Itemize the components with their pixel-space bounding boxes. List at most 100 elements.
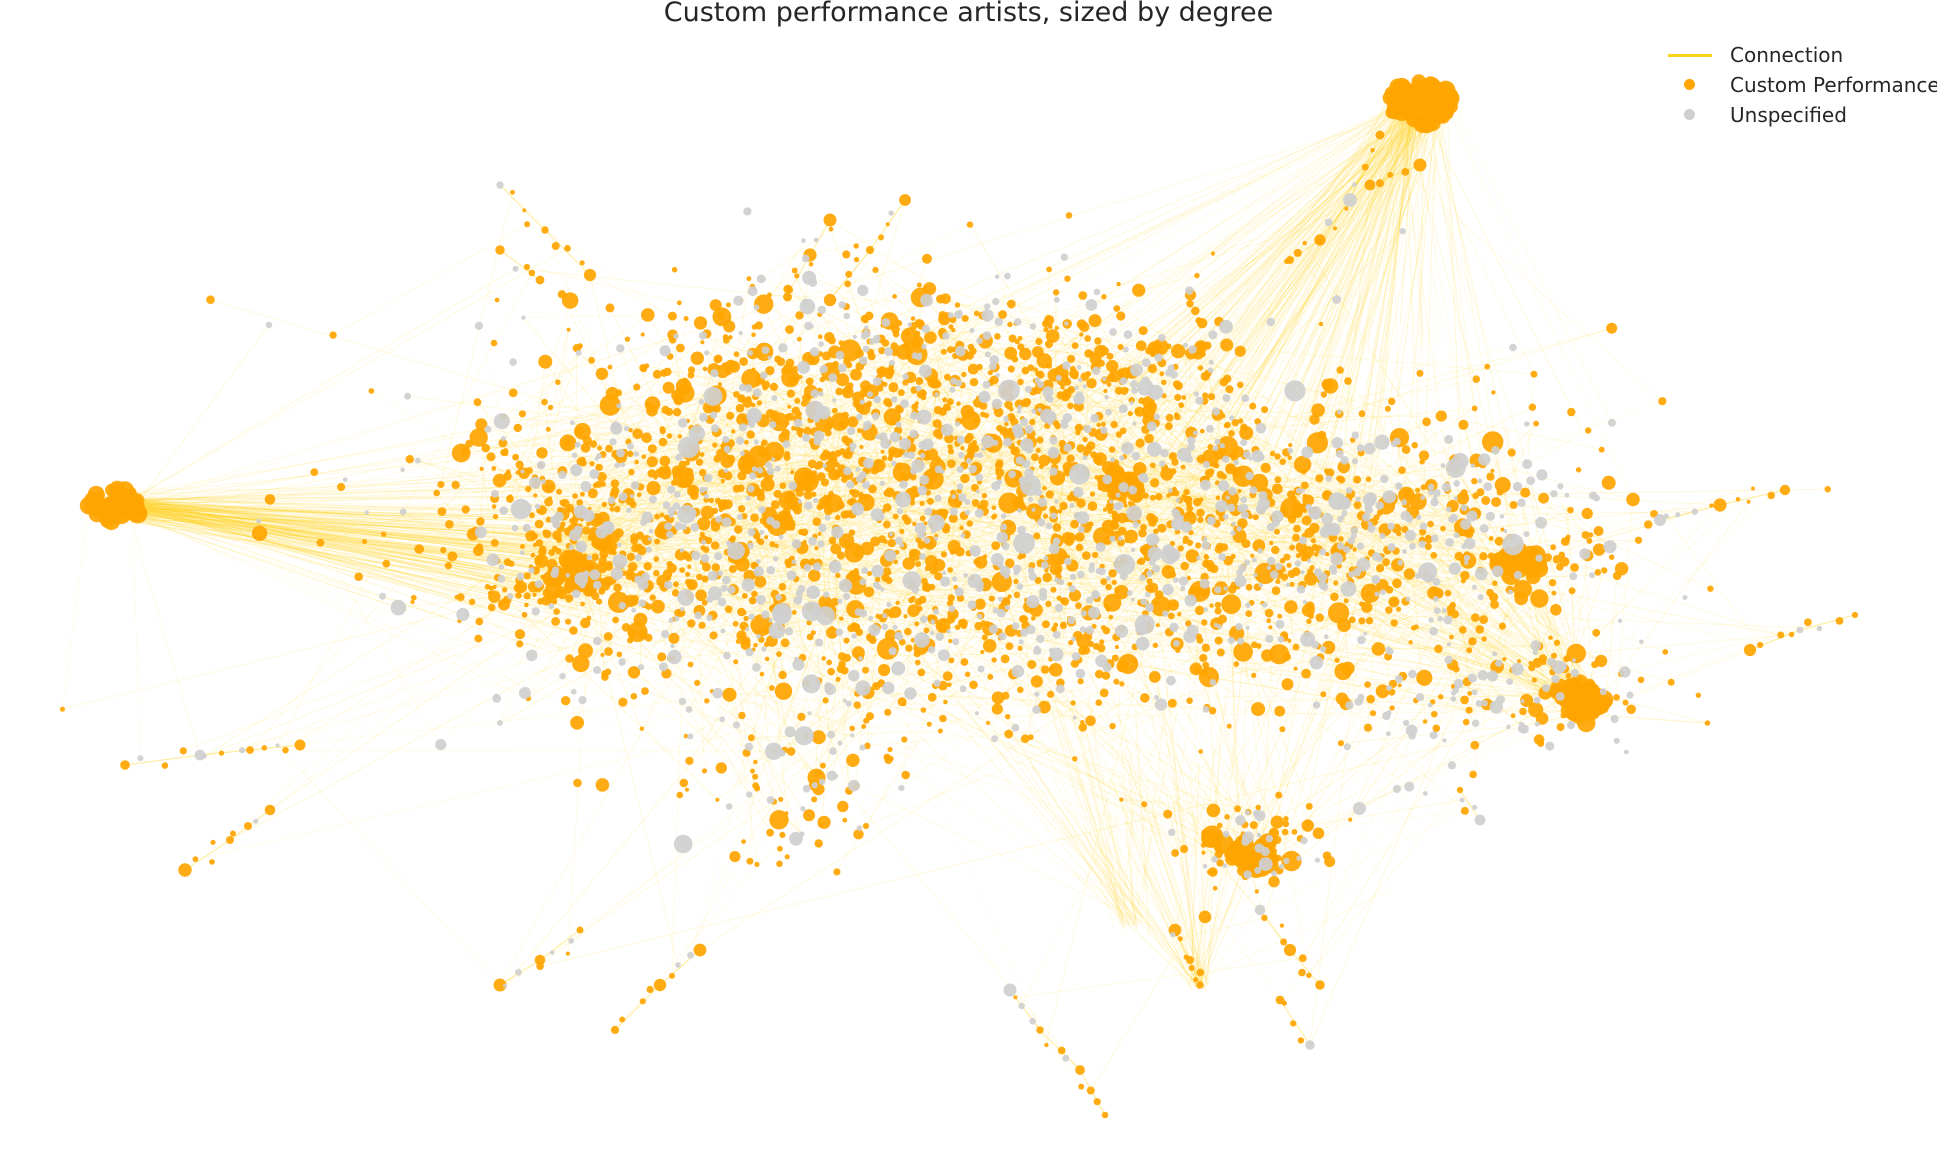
custom-performance-node xyxy=(916,282,922,288)
connection-edge xyxy=(1379,517,1455,559)
connection-edge xyxy=(984,637,1224,844)
custom-performance-node xyxy=(486,452,496,462)
connection-edge xyxy=(1204,583,1288,658)
custom-performance-node xyxy=(927,692,937,702)
custom-performance-node xyxy=(1289,581,1295,587)
custom-performance-node xyxy=(759,671,765,677)
connection-edge xyxy=(1448,643,1536,646)
connection-edge xyxy=(1058,134,1381,379)
custom-performance-node xyxy=(838,420,847,429)
connection-edge xyxy=(1177,350,1217,412)
custom-performance-node xyxy=(790,470,795,475)
custom-performance-node xyxy=(822,449,830,457)
connection-edge xyxy=(523,314,648,319)
custom-performance-node xyxy=(728,565,737,573)
custom-performance-node xyxy=(666,433,673,439)
custom-performance-node xyxy=(1197,516,1204,524)
custom-performance-node xyxy=(1658,397,1667,406)
connection-edge xyxy=(113,335,677,515)
custom-performance-node xyxy=(1824,486,1831,493)
connection-edge xyxy=(1113,582,1210,873)
custom-performance-node xyxy=(923,627,930,634)
custom-performance-node xyxy=(808,569,821,582)
custom-performance-node xyxy=(1384,405,1391,412)
custom-performance-node xyxy=(206,295,215,305)
custom-performance-node xyxy=(872,266,879,273)
custom-performance-node xyxy=(1066,494,1074,502)
connection-edge xyxy=(203,456,680,757)
connection-edge xyxy=(847,199,906,393)
custom-performance-node xyxy=(1065,532,1076,543)
connection-edge xyxy=(940,682,1144,919)
custom-performance-node xyxy=(1114,644,1119,650)
connection-edge xyxy=(596,567,618,671)
connection-edge xyxy=(1584,553,1593,691)
connection-edge xyxy=(699,610,771,833)
custom-performance-node xyxy=(860,541,875,556)
custom-performance-node xyxy=(589,461,595,467)
custom-performance-node xyxy=(1042,572,1052,583)
custom-performance-node xyxy=(1097,643,1106,653)
custom-performance-node xyxy=(1094,475,1099,480)
connection-edge xyxy=(1453,698,1476,724)
custom-performance-node xyxy=(1138,528,1147,538)
connection-edge xyxy=(982,604,1249,653)
custom-performance-node xyxy=(1292,502,1300,510)
custom-performance-node xyxy=(785,421,790,426)
custom-performance-node xyxy=(329,331,337,339)
custom-performance-node xyxy=(940,348,947,355)
connection-edge xyxy=(1334,596,1484,676)
connection-edge xyxy=(809,237,882,256)
custom-performance-node xyxy=(821,656,826,661)
custom-performance-node xyxy=(826,659,833,666)
custom-performance-node xyxy=(1528,403,1537,411)
custom-performance-node xyxy=(1020,734,1030,743)
connection-edge xyxy=(1449,613,1820,629)
custom-performance-node xyxy=(1095,699,1103,706)
custom-performance-node xyxy=(1036,436,1044,444)
custom-performance-node xyxy=(1185,549,1200,563)
custom-performance-node xyxy=(555,379,561,386)
connection-edge xyxy=(1095,199,1351,360)
custom-performance-node xyxy=(1035,447,1041,453)
connection-edge xyxy=(1151,149,1373,427)
connection-edge xyxy=(1146,498,1371,572)
connection-edge xyxy=(683,386,729,505)
connection-edge xyxy=(402,511,502,568)
custom-performance-node xyxy=(1288,443,1293,448)
connection-edge xyxy=(494,586,718,801)
custom-performance-node xyxy=(881,455,888,461)
custom-performance-node xyxy=(1149,515,1159,524)
custom-performance-node xyxy=(835,387,843,396)
connection-edge xyxy=(242,749,774,752)
custom-performance-node xyxy=(557,290,567,299)
custom-performance-node xyxy=(1401,445,1411,454)
connection-edge xyxy=(901,314,959,789)
connection-edge xyxy=(1067,561,1238,810)
custom-performance-node xyxy=(920,577,928,585)
custom-performance-node xyxy=(766,292,772,298)
custom-performance-node xyxy=(1189,662,1203,676)
connection-edge xyxy=(1349,596,1494,820)
custom-performance-node xyxy=(1507,448,1516,457)
custom-performance-node xyxy=(995,459,1004,467)
connection-edge xyxy=(631,633,756,778)
custom-performance-node xyxy=(948,639,953,644)
custom-performance-node xyxy=(1226,723,1232,729)
connection-edge xyxy=(602,654,750,748)
connection-edge xyxy=(867,727,1083,747)
connection-edge xyxy=(92,387,743,501)
connection-edge xyxy=(1053,228,1336,519)
custom-performance-node xyxy=(1045,362,1053,369)
connection-edge xyxy=(819,464,826,616)
connection-edge xyxy=(452,556,1454,700)
custom-performance-node xyxy=(991,703,1003,715)
custom-performance-node xyxy=(920,707,927,713)
connection-edge xyxy=(579,431,697,449)
connection-edge xyxy=(577,554,679,965)
connection-edge xyxy=(531,558,616,656)
custom-performance-node xyxy=(843,510,852,518)
custom-performance-node xyxy=(1274,476,1282,484)
connection-edge xyxy=(1045,577,1048,625)
connection-edge xyxy=(1096,222,1329,293)
